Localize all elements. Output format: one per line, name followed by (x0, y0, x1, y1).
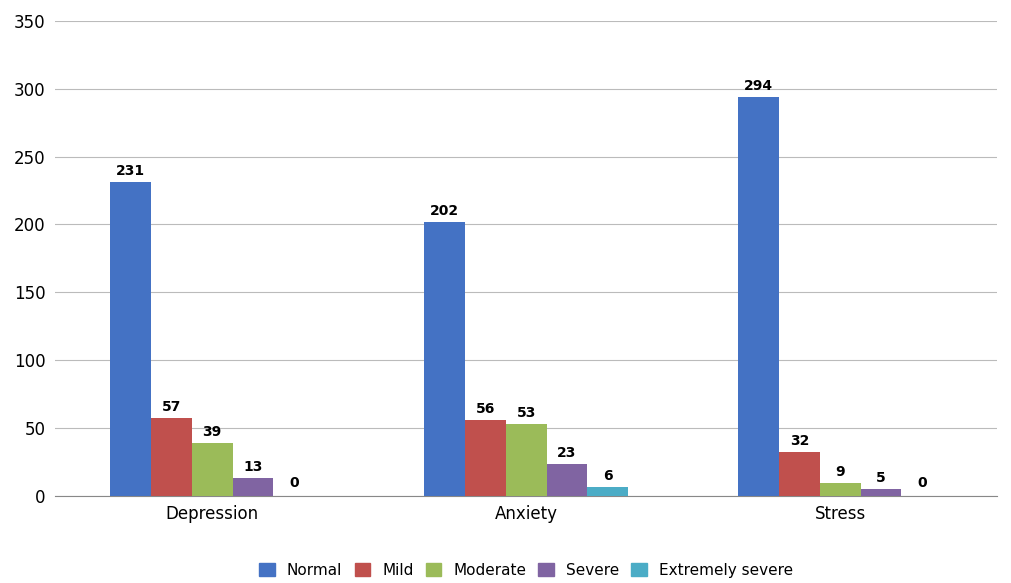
Text: 32: 32 (790, 434, 809, 448)
Text: 202: 202 (430, 203, 459, 217)
Bar (820, 483, 860, 496)
Bar (425, 222, 465, 496)
Bar (860, 489, 902, 496)
Text: 53: 53 (517, 406, 536, 420)
Bar (778, 452, 820, 496)
Text: 9: 9 (835, 465, 845, 479)
Bar (192, 442, 233, 496)
Bar (233, 478, 273, 496)
Text: 5: 5 (877, 470, 886, 484)
Bar (738, 97, 778, 496)
Bar (506, 424, 547, 496)
Text: 6: 6 (603, 469, 613, 483)
Bar (587, 487, 628, 496)
Text: 39: 39 (202, 424, 221, 438)
Bar (547, 464, 587, 496)
Text: 0: 0 (917, 476, 926, 490)
Text: 231: 231 (116, 164, 146, 178)
Bar (465, 420, 506, 496)
Text: 56: 56 (475, 402, 495, 416)
Text: 13: 13 (244, 460, 263, 474)
Text: 0: 0 (289, 476, 298, 490)
Text: 57: 57 (162, 400, 181, 414)
Legend: Normal, Mild, Moderate, Severe, Extremely severe: Normal, Mild, Moderate, Severe, Extremel… (252, 556, 801, 583)
Bar (110, 182, 151, 496)
Bar (151, 418, 192, 496)
Text: 294: 294 (744, 79, 773, 93)
Text: 23: 23 (557, 447, 576, 461)
